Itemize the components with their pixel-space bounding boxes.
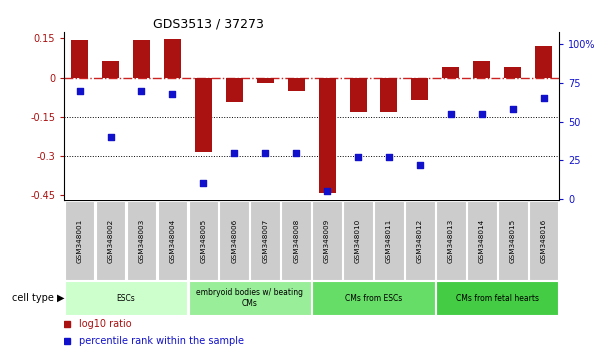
Point	[353, 154, 363, 160]
Text: GSM348008: GSM348008	[293, 218, 299, 263]
Bar	[189, 201, 218, 280]
Text: CMs from fetal hearts: CMs from fetal hearts	[456, 293, 539, 303]
Point	[477, 111, 486, 117]
Bar	[226, 78, 243, 102]
Text: log10 ratio: log10 ratio	[79, 319, 131, 329]
Text: GSM348015: GSM348015	[510, 218, 516, 263]
Point	[322, 188, 332, 194]
Bar	[535, 46, 552, 78]
Text: GSM348010: GSM348010	[355, 218, 361, 263]
Bar	[71, 40, 88, 78]
Point	[75, 88, 84, 93]
Text: GSM348003: GSM348003	[139, 218, 144, 263]
Bar	[195, 78, 212, 152]
Text: GSM348006: GSM348006	[232, 218, 237, 263]
Bar	[436, 201, 466, 280]
Bar	[504, 67, 521, 78]
Text: GSM348004: GSM348004	[169, 218, 175, 263]
Bar	[257, 78, 274, 83]
Point	[229, 150, 239, 155]
Text: embryoid bodies w/ beating
CMs: embryoid bodies w/ beating CMs	[196, 289, 303, 308]
Bar	[349, 78, 367, 112]
Text: GSM348001: GSM348001	[76, 218, 82, 263]
Bar	[436, 281, 558, 315]
Bar	[126, 201, 156, 280]
Bar	[411, 78, 428, 100]
Bar	[133, 40, 150, 78]
Bar	[498, 201, 527, 280]
Bar	[405, 201, 434, 280]
Text: GSM348012: GSM348012	[417, 218, 423, 263]
Text: GSM348014: GSM348014	[479, 218, 485, 263]
Text: GSM348009: GSM348009	[324, 218, 330, 263]
Bar	[474, 61, 490, 78]
Bar	[312, 201, 342, 280]
Bar	[189, 281, 311, 315]
Text: percentile rank within the sample: percentile rank within the sample	[79, 336, 244, 346]
Bar	[251, 201, 280, 280]
Bar	[442, 67, 459, 78]
Point	[167, 91, 177, 97]
Point	[508, 107, 518, 112]
Point	[446, 111, 456, 117]
Text: CMs from ESCs: CMs from ESCs	[345, 293, 402, 303]
Bar	[65, 201, 95, 280]
Point	[291, 150, 301, 155]
Text: GSM348011: GSM348011	[386, 218, 392, 263]
Point	[384, 154, 394, 160]
Text: cell type ▶: cell type ▶	[12, 293, 64, 303]
Bar	[158, 201, 187, 280]
Point	[539, 96, 549, 101]
Bar	[164, 39, 181, 78]
Point	[199, 181, 208, 186]
Bar	[102, 61, 119, 78]
Bar	[281, 201, 311, 280]
Text: GSM348013: GSM348013	[448, 218, 454, 263]
Point	[260, 150, 270, 155]
Bar	[219, 201, 249, 280]
Bar	[65, 281, 187, 315]
Text: ESCs: ESCs	[117, 293, 136, 303]
Bar	[343, 201, 373, 280]
Bar	[288, 78, 305, 91]
Bar	[381, 78, 397, 112]
Point	[137, 88, 147, 93]
Text: GSM348002: GSM348002	[108, 218, 114, 263]
Bar	[96, 201, 125, 280]
Bar	[374, 201, 404, 280]
Text: GSM348005: GSM348005	[200, 218, 207, 263]
Text: GDS3513 / 37273: GDS3513 / 37273	[153, 18, 264, 31]
Text: GSM348016: GSM348016	[541, 218, 547, 263]
Text: GSM348007: GSM348007	[262, 218, 268, 263]
Bar	[529, 201, 558, 280]
Bar	[312, 281, 434, 315]
Point	[106, 134, 115, 140]
Bar	[467, 201, 497, 280]
Bar	[318, 78, 335, 193]
Point	[415, 162, 425, 168]
